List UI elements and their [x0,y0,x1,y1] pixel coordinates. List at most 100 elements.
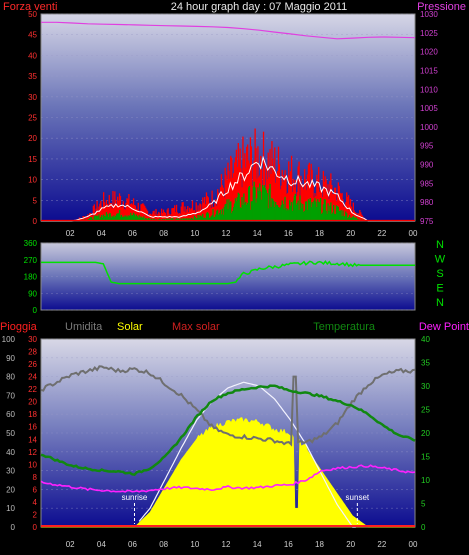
wind-tick-label: 50 [28,10,37,19]
hour-tick-label: 10 [190,540,199,549]
pressure-axis-label: Pressione [417,1,466,13]
rain-tick-label: 6 [33,485,38,494]
legend-item: Max solar [172,321,220,333]
rain-tick-label: 26 [28,360,37,369]
humidity-tick-label: 0 [11,523,16,532]
pressure-tick-label: 1005 [420,104,438,113]
humidity-tick-label: 30 [6,467,15,476]
hour-tick-label: 20 [346,540,355,549]
hour-tick-label: 02 [66,229,75,238]
compass-label: N [436,297,444,309]
legend: Pioggia Umidita Solar Max solar Temperatura D… [0,321,469,333]
pressure-tick-label: 980 [420,198,434,207]
rain-tick-label: 2 [33,510,38,519]
temperature-tick-label: 25 [421,406,430,415]
hour-tick-label: 14 [253,540,262,549]
humidity-tick-label: 60 [6,410,15,419]
rain-tick-label: 0 [33,523,38,532]
hour-tick-label: 06 [128,540,137,549]
wind-tick-label: 30 [28,93,37,102]
pressure-tick-label: 985 [420,179,434,188]
wind-tick-label: 45 [28,31,37,40]
rain-tick-label: 10 [28,460,37,469]
direction-tick-label: 360 [24,239,38,248]
wind-tick-label: 5 [33,196,38,205]
rain-tick-label: 12 [28,448,37,457]
temperature-tick-label: 30 [421,382,430,391]
rain-tick-label: 28 [28,348,37,357]
wind-direction-line [41,260,415,285]
humidity-tick-label: 10 [6,504,15,513]
hour-tick-label: 16 [284,229,293,238]
rain-tick-label: 24 [28,373,37,382]
wind-tick-label: 15 [28,155,37,164]
hour-tick-label: 12 [222,229,231,238]
hour-tick-label: 20 [346,229,355,238]
rain-tick-label: 20 [28,398,37,407]
rain-tick-label: 22 [28,385,37,394]
temperature-tick-label: 40 [421,335,430,344]
legend-item: Temperatura [313,321,376,333]
climate-marks: sunrise sunset [40,365,416,528]
rain-tick-label: 18 [28,410,37,419]
hour-tick-label: 18 [315,540,324,549]
climate-hour-ticks: 02 04 06 08 10 12 14 16 18 20 22 00 [66,540,418,549]
hour-tick-label: 06 [128,229,137,238]
wind-tick-label: 10 [28,176,37,185]
direction-tick-label: 180 [24,273,38,282]
direction-tick-label: 0 [33,306,38,315]
compass-label: N [436,239,444,251]
wind-hour-ticks: 02 04 06 08 10 12 14 16 18 20 22 00 [66,229,418,238]
direction-marks [41,260,415,285]
direction-tick-label: 270 [24,256,38,265]
humidity-tick-label: 70 [6,391,15,400]
pressure-tick-label: 990 [420,161,434,170]
pressure-tick-label: 1030 [420,10,438,19]
pressure-tick-label: 1000 [420,123,438,132]
humidity-tick-label: 100 [2,335,16,344]
humidity-axis-ticks: 0 10 20 30 40 50 60 70 80 90 100 [2,335,16,532]
pressure-tick-label: 1010 [420,85,438,94]
humidity-line [40,365,416,447]
hour-tick-label: 04 [97,229,106,238]
wind-tick-label: 25 [28,114,37,123]
humidity-tick-label: 80 [6,373,15,382]
wind-axis-ticks: 0 5 10 15 20 25 30 35 40 45 50 [28,10,37,226]
temperature-tick-label: 0 [421,523,426,532]
legend-item: Pioggia [0,321,38,333]
direction-axis-ticks: 0 90 180 270 360 [24,239,38,315]
legend-item: Solar [117,321,143,333]
wind-axis-label: Forza venti [3,1,57,13]
humidity-tick-label: 40 [6,448,15,457]
wind-tick-label: 40 [28,51,37,60]
pressure-tick-label: 975 [420,217,434,226]
pressure-tick-label: 1015 [420,66,438,75]
compass-label: S [436,268,443,280]
hour-tick-label: 22 [377,540,386,549]
wind-tick-label: 35 [28,72,37,81]
rain-tick-label: 14 [28,435,37,444]
compass-label: E [436,283,443,295]
humidity-tick-label: 90 [6,354,15,363]
sunrise-label: sunrise [122,493,148,502]
rain-tick-label: 4 [33,498,38,507]
temperature-tick-label: 35 [421,359,430,368]
hour-tick-label: 14 [253,229,262,238]
pressure-tick-label: 1025 [420,29,438,38]
direction-grid [41,242,415,311]
legend-item: Dew Point [419,321,469,333]
wind-tick-label: 0 [33,217,38,226]
hour-tick-label: 12 [222,540,231,549]
wind-speed-line [41,155,415,222]
rain-tick-label: 8 [33,473,38,482]
hour-tick-label: 10 [190,229,199,238]
hour-tick-label: 08 [159,229,168,238]
pressure-tick-label: 1020 [420,48,438,57]
pressure-axis-ticks: 975 980 985 990 995 1000 1005 1010 1015 1020 1025 1… [420,10,438,226]
sunset-label: sunset [346,493,370,502]
hour-tick-label: 02 [66,540,75,549]
direction-tick-label: 90 [28,289,37,298]
